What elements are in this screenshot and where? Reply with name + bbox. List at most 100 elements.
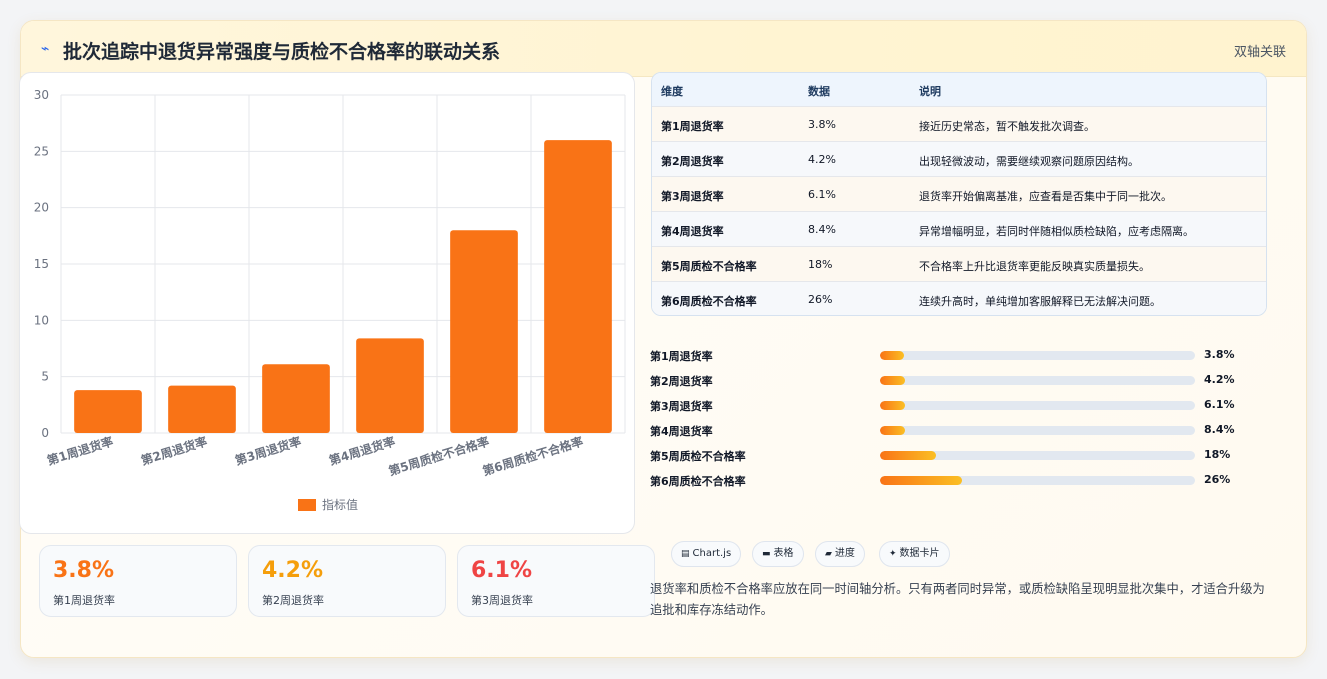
table-cell: 第3周退货率 <box>661 190 724 203</box>
card-icon: ✦ <box>889 549 897 559</box>
x-tick-label: 第6周质检不合格率 <box>481 434 585 479</box>
chip-label: 进度 <box>834 548 855 559</box>
table-cell: 第4周退货率 <box>661 225 724 238</box>
table-row: 第5周质检不合格率 18% 不合格率上升比退货率更能反映真实质量损失。 <box>652 246 1266 281</box>
table-cell: 连续升高时，单纯增加客服解释已无法解决问题。 <box>919 295 1161 308</box>
progress-track <box>880 351 1195 360</box>
progress-track <box>880 451 1195 460</box>
x-tick-label: 第1周退货率 <box>45 434 115 468</box>
table-row: 第2周退货率 4.2% 出现轻微波动，需要继续观察问题原因结构。 <box>652 141 1266 176</box>
stat-card-week3: 6.1% 第3周退货率 <box>457 545 655 617</box>
y-tick-label: 15 <box>34 257 49 271</box>
stat-label: 第3周退货率 <box>471 594 533 607</box>
table-cell: 第5周质检不合格率 <box>661 260 757 273</box>
table-header-row: 维度 数据 说明 <box>652 73 1266 106</box>
axis-mode-tag: 双轴关联 <box>1233 45 1286 60</box>
y-tick-label: 25 <box>34 144 49 158</box>
stat-card-week2: 4.2% 第2周退货率 <box>248 545 446 617</box>
table-icon: ▬ <box>762 549 771 559</box>
table-cell: 不合格率上升比退货率更能反映真实质量损失。 <box>919 260 1150 273</box>
bar-chart-panel: 0 5 10 15 20 25 30 第1周退货率 第2周退货率 第3周退货率 第4周退货率 第5周质… <box>19 72 635 534</box>
progress-track <box>880 401 1195 410</box>
progress-fill <box>880 351 904 360</box>
progress-fill <box>880 376 905 385</box>
stat-label: 第2周退货率 <box>262 594 324 607</box>
progress-row: 第2周退货率 4.2% <box>650 370 1270 390</box>
table-cell: 出现轻微波动，需要继续观察问题原因结构。 <box>919 155 1139 168</box>
card-header: ⌁ 批次追踪中退货异常强度与质检不合格率的联动关系 双轴关联 <box>21 21 1306 77</box>
table-row: 第3周退货率 6.1% 退货率开始偏离基准，应查看是否集中于同一批次。 <box>652 176 1266 211</box>
chip-progress[interactable]: ▰ 进度 <box>815 541 865 567</box>
progress-label: 第5周质检不合格率 <box>650 450 746 463</box>
y-tick-label: 20 <box>34 201 49 215</box>
bar <box>74 390 142 433</box>
chip-chartjs[interactable]: ▤ Chart.js <box>671 541 742 567</box>
bar <box>450 230 518 433</box>
stat-card-week1: 3.8% 第1周退货率 <box>39 545 237 617</box>
page-title: 批次追踪中退货异常强度与质检不合格率的联动关系 <box>63 41 501 63</box>
stat-value: 6.1% <box>471 558 533 583</box>
progress-fill <box>880 401 905 410</box>
table-cell: 8.4% <box>808 223 836 236</box>
progress-value: 3.8% <box>1204 348 1235 361</box>
progress-fill <box>880 451 937 460</box>
progress-icon: ▰ <box>825 549 832 559</box>
y-tick-label: 5 <box>41 370 49 384</box>
y-tick-label: 0 <box>41 426 49 440</box>
table-cell: 接近历史常态，暂不触发批次调查。 <box>919 120 1095 133</box>
chip-table[interactable]: ▬ 表格 <box>752 541 804 567</box>
column-header: 说明 <box>919 85 941 98</box>
progress-label: 第6周质检不合格率 <box>650 475 746 488</box>
bar <box>168 385 236 433</box>
progress-value: 6.1% <box>1204 398 1235 411</box>
x-tick-label: 第4周退货率 <box>327 434 397 468</box>
data-table: 维度 数据 说明 第1周退货率 3.8% 接近历史常态，暂不触发批次调查。 第2… <box>651 72 1267 316</box>
table-cell: 异常增幅明显，若同时伴随相似质检缺陷，应考虑隔离。 <box>919 225 1194 238</box>
x-tick-label: 第5周质检不合格率 <box>387 434 491 479</box>
table-cell: 18% <box>808 258 833 271</box>
table-cell: 第1周退货率 <box>661 120 724 133</box>
progress-value: 26% <box>1204 473 1231 486</box>
analysis-note: 退货率和质检不合格率应放在同一时间轴分析。只有两者同时异常，或质检缺陷呈现明显批… <box>650 582 1265 617</box>
x-tick-label: 第2周退货率 <box>139 434 209 468</box>
progress-label: 第1周退货率 <box>650 350 713 363</box>
table-cell: 6.1% <box>808 188 836 201</box>
table-cell: 第2周退货率 <box>661 155 724 168</box>
chip-data-card[interactable]: ✦ 数据卡片 <box>879 541 950 567</box>
table-cell: 退货率开始偏离基准，应查看是否集中于同一批次。 <box>919 190 1172 203</box>
progress-row: 第1周退货率 3.8% <box>650 345 1270 365</box>
table-row: 第1周退货率 3.8% 接近历史常态，暂不触发批次调查。 <box>652 106 1266 141</box>
bar <box>262 364 330 433</box>
legend-swatch <box>298 499 316 511</box>
stat-label: 第1周退货率 <box>53 594 115 607</box>
bar <box>356 338 424 433</box>
column-header: 维度 <box>661 85 683 98</box>
chip-label: 数据卡片 <box>899 548 940 559</box>
y-tick-label: 30 <box>34 88 49 102</box>
progress-label: 第4周退货率 <box>650 425 713 438</box>
chip-label: 表格 <box>773 548 794 559</box>
chart-icon: ▤ <box>681 549 690 559</box>
progress-fill <box>880 426 905 435</box>
line-chart-icon: ⌁ <box>41 41 50 57</box>
legend-label: 指标值 <box>322 497 358 512</box>
progress-value: 18% <box>1204 448 1231 461</box>
progress-row: 第3周退货率 6.1% <box>650 395 1270 415</box>
progress-label: 第2周退货率 <box>650 375 713 388</box>
y-tick-label: 10 <box>34 313 49 327</box>
bar <box>544 140 612 434</box>
chip-label: Chart.js <box>692 548 732 559</box>
progress-fill <box>880 476 962 485</box>
stat-value: 3.8% <box>53 558 115 583</box>
progress-row: 第5周质检不合格率 18% <box>650 445 1270 465</box>
table-row: 第6周质检不合格率 26% 连续升高时，单纯增加客服解释已无法解决问题。 <box>652 281 1266 315</box>
progress-track <box>880 376 1195 385</box>
x-tick-label: 第3周退货率 <box>233 434 303 468</box>
progress-row: 第4周退货率 8.4% <box>650 420 1270 440</box>
progress-value: 4.2% <box>1204 373 1235 386</box>
stat-value: 4.2% <box>262 558 324 583</box>
progress-row: 第6周质检不合格率 26% <box>650 470 1270 490</box>
progress-value: 8.4% <box>1204 423 1235 436</box>
table-cell: 4.2% <box>808 153 836 166</box>
progress-label: 第3周退货率 <box>650 400 713 413</box>
